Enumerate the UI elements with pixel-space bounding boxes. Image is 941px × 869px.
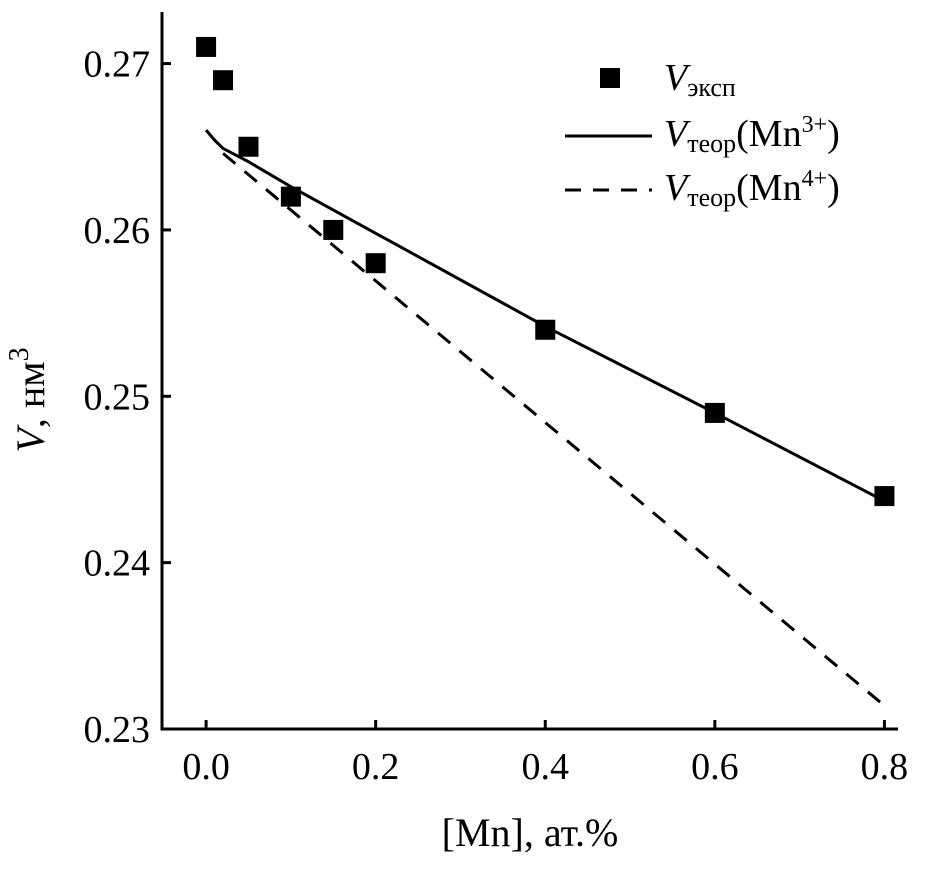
legend-label-part: V [664, 167, 691, 209]
y-axis-label-unit: , нм [8, 361, 53, 428]
legend-marker-square [600, 68, 620, 88]
legend-label-part: (Mn [736, 167, 801, 209]
x-tick-label: 0.6 [691, 746, 739, 788]
data-point-marker [280, 186, 301, 207]
legend-label-part: эксп [687, 73, 736, 102]
legend-label-part: теор [687, 129, 736, 158]
axes [160, 12, 898, 731]
data-point-marker [196, 36, 217, 57]
legend-label: Vтеор(Mn4+) [664, 166, 840, 212]
data-point-marker [365, 253, 386, 274]
x-tick-label: 0.2 [352, 746, 400, 788]
legend-label-part: V [664, 113, 691, 155]
legend-label-part: 3+ [802, 112, 828, 138]
data-point-marker [874, 486, 895, 507]
legend-label: Vэксп [664, 57, 736, 102]
x-axis-label: [Mn], ат.% [442, 810, 619, 855]
y-tick-label: 0.24 [84, 543, 151, 585]
y-axis-label-sup: 3 [4, 347, 35, 361]
series-line-mn4 [222, 152, 886, 707]
data-point-marker [238, 136, 259, 157]
x-tick-label: 0.4 [522, 746, 570, 788]
y-tick-label: 0.23 [84, 709, 151, 751]
legend-label-part: ) [827, 113, 840, 155]
x-tick-label: 0.8 [861, 746, 909, 788]
series-line-mn3 [204, 129, 886, 503]
tick-marks [162, 62, 886, 731]
legend-label: Vтеор(Mn3+) [664, 112, 840, 158]
y-tick-label: 0.26 [84, 210, 151, 252]
tick-labels: 0.0 0.2 0.4 0.6 0.8 0.23 0.24 0.25 0.26 0.27 [84, 44, 909, 788]
legend-label-part: ) [827, 167, 840, 209]
y-axis-label-var: V [8, 424, 53, 453]
legend-label-part: (Mn [736, 113, 801, 155]
y-tick-label: 0.27 [84, 44, 151, 86]
y-tick-label: 0.25 [84, 376, 151, 418]
y-axis-label: V, нм3 [4, 347, 53, 452]
legend-label-part: V [664, 57, 691, 99]
data-point-marker [213, 70, 234, 91]
data-point-marker [323, 219, 344, 240]
x-tick-label: 0.0 [182, 746, 230, 788]
legend-label-part: 4+ [802, 166, 828, 192]
legend-label-part: теор [687, 183, 736, 212]
series-layer [196, 36, 895, 707]
